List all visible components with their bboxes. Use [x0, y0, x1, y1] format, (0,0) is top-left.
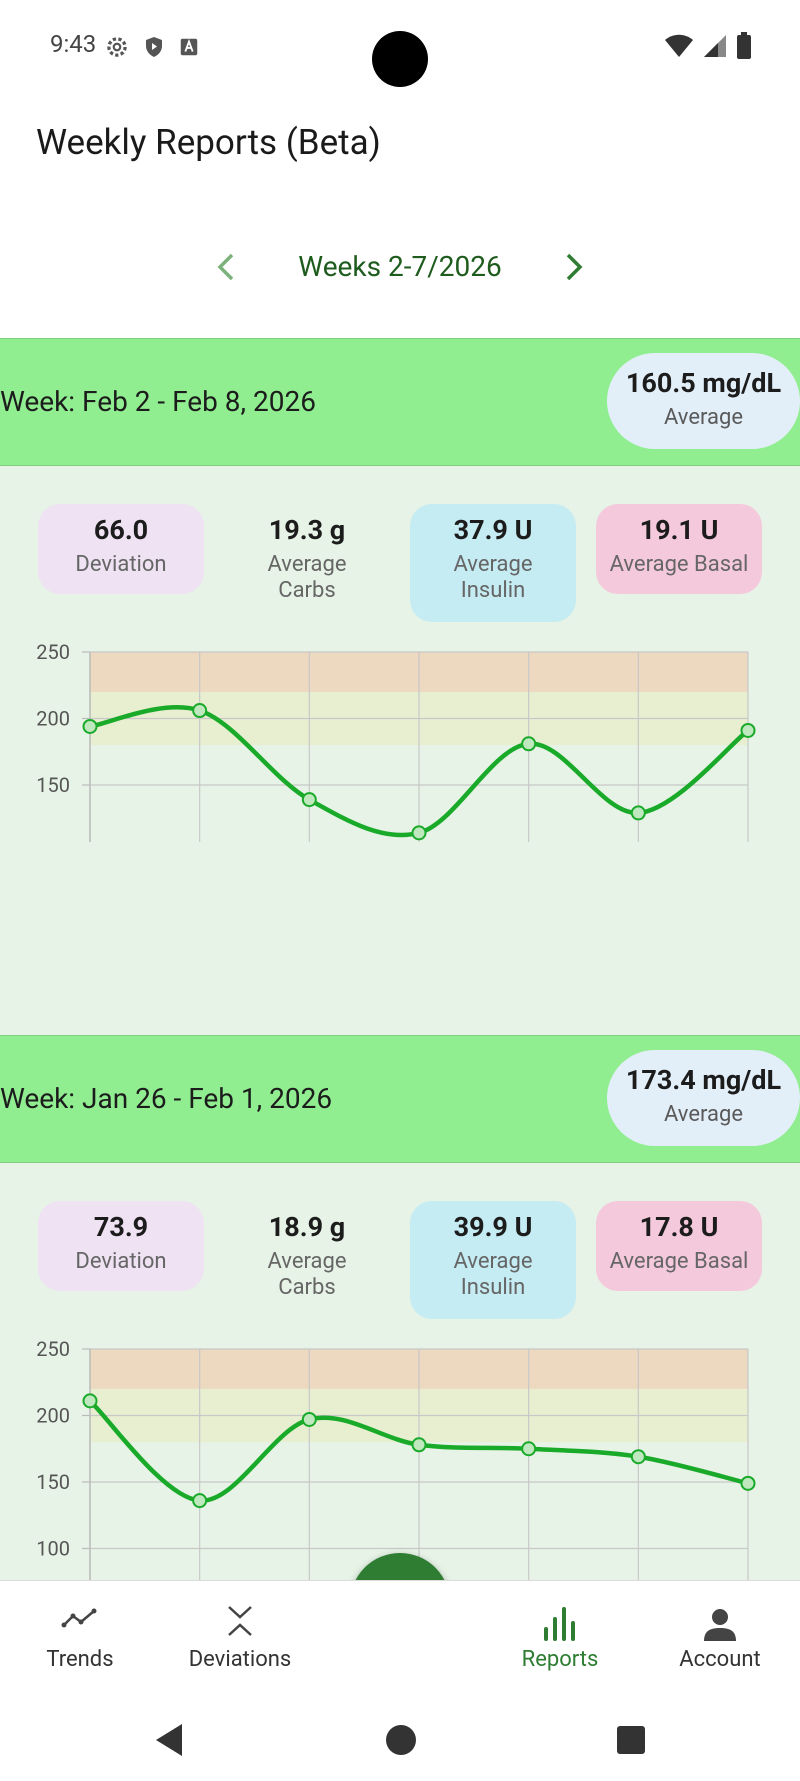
- data-point: [192, 703, 208, 719]
- carbs-value: 19.3 g: [268, 514, 346, 546]
- deviation-stat: 73.9 Deviation: [38, 1201, 204, 1291]
- data-point: [740, 1475, 756, 1491]
- insulin-label: Average Insulin: [453, 552, 533, 603]
- bottom-navigation: Trends Deviations Reports Account: [0, 1580, 800, 1701]
- glucose-chart: 250 200 150 100: [36, 1339, 756, 1583]
- basal-label: Average Basal: [609, 1249, 749, 1274]
- y-tick-label: 250: [36, 1339, 70, 1361]
- average-label: Average: [663, 1102, 743, 1127]
- basal-label: Average Basal: [609, 552, 749, 577]
- nav-trends[interactable]: Trends: [10, 1581, 150, 1701]
- data-point: [82, 1393, 98, 1409]
- nav-label: Trends: [46, 1647, 114, 1672]
- wifi-icon: [665, 34, 693, 57]
- data-point: [301, 792, 317, 808]
- week-body: 66.0 Deviation 19.3 g Average Carbs 37.9…: [0, 466, 800, 1036]
- data-point: [630, 805, 646, 821]
- insulin-value: 37.9 U: [453, 514, 533, 546]
- data-point: [82, 718, 98, 734]
- deviation-value: 66.0: [93, 514, 149, 546]
- chevron-right-icon[interactable]: [558, 252, 588, 282]
- system-navigation: [0, 1700, 800, 1781]
- week-header: Week: Jan 26 - Feb 1, 2026 173.4 mg/dL A…: [0, 1035, 800, 1163]
- week-title: Week: Jan 26 - Feb 1, 2026: [0, 1082, 333, 1115]
- font-icon: [180, 38, 198, 56]
- data-point: [740, 722, 756, 738]
- average-badge: 160.5 mg/dL Average: [607, 353, 800, 449]
- chevron-left-icon[interactable]: [212, 252, 242, 282]
- basal-stat: 19.1 U Average Basal: [596, 504, 762, 594]
- deviation-value: 73.9: [93, 1211, 149, 1243]
- settings-icon: [107, 37, 127, 57]
- deviation-label: Deviation: [75, 552, 167, 577]
- y-tick-label: 150: [36, 1470, 70, 1494]
- week-body: 73.9 Deviation 18.9 g Average Carbs 39.9…: [0, 1163, 800, 1583]
- nav-label: Reports: [521, 1647, 599, 1672]
- average-value: 173.4 mg/dL: [625, 1064, 782, 1096]
- carbs-label: Average Carbs: [267, 1249, 347, 1300]
- deviations-icon: [228, 1606, 252, 1636]
- data-point: [521, 736, 537, 752]
- glucose-chart: 25020015010050MonTueWedThuFriSatSun: [36, 642, 756, 843]
- data-point: [192, 1493, 208, 1509]
- reports-icon: [544, 1607, 575, 1641]
- page-title: Weekly Reports (Beta): [36, 122, 381, 163]
- average-value: 160.5 mg/dL: [625, 367, 782, 399]
- week-header: Week: Feb 2 - Feb 8, 2026 160.5 mg/dL Av…: [0, 338, 800, 466]
- home-icon[interactable]: [385, 1724, 417, 1756]
- nav-deviations[interactable]: Deviations: [170, 1581, 310, 1701]
- carbs-stat: 18.9 g Average Carbs: [224, 1201, 390, 1319]
- data-point: [411, 825, 427, 841]
- average-label: Average: [663, 405, 743, 430]
- signal-icon: [704, 35, 726, 57]
- nav-label: Account: [679, 1647, 761, 1672]
- y-tick-label: 100: [36, 840, 70, 843]
- y-tick-label: 150: [36, 773, 70, 797]
- y-tick-label: 100: [36, 1537, 70, 1561]
- shield-icon: [146, 37, 162, 57]
- carbs-value: 18.9 g: [268, 1211, 346, 1243]
- insulin-stat: 39.9 U Average Insulin: [410, 1201, 576, 1319]
- data-point: [411, 1437, 427, 1453]
- battery-icon: [737, 32, 751, 59]
- data-point: [521, 1441, 537, 1457]
- insulin-stat: 37.9 U Average Insulin: [410, 504, 576, 622]
- carbs-label: Average Carbs: [267, 552, 347, 603]
- back-icon[interactable]: [152, 1722, 186, 1758]
- week-range-label: Weeks 2-7/2026: [298, 250, 502, 283]
- deviation-label: Deviation: [75, 1249, 167, 1274]
- basal-value: 17.8 U: [639, 1211, 719, 1243]
- average-badge: 173.4 mg/dL Average: [607, 1050, 800, 1146]
- y-tick-label: 200: [36, 707, 70, 731]
- y-tick-label: 200: [36, 1404, 70, 1428]
- y-tick-label: 250: [36, 642, 70, 664]
- status-time: 9:43: [50, 30, 97, 58]
- trends-icon: [61, 1608, 97, 1628]
- insulin-label: Average Insulin: [453, 1249, 533, 1300]
- basal-value: 19.1 U: [639, 514, 719, 546]
- nav-label: Deviations: [188, 1647, 292, 1672]
- week-title: Week: Feb 2 - Feb 8, 2026: [0, 385, 316, 418]
- week-navigator: Weeks 2-7/2026: [0, 240, 800, 296]
- status-bar: 9:43: [0, 0, 800, 96]
- nav-account[interactable]: Account: [650, 1581, 790, 1701]
- account-icon: [704, 1609, 736, 1641]
- recents-icon[interactable]: [616, 1725, 646, 1755]
- nav-reports[interactable]: Reports: [490, 1581, 630, 1701]
- basal-stat: 17.8 U Average Basal: [596, 1201, 762, 1291]
- camera-cutout: [372, 31, 428, 87]
- carbs-stat: 19.3 g Average Carbs: [224, 504, 390, 622]
- insulin-value: 39.9 U: [453, 1211, 533, 1243]
- data-point: [301, 1411, 317, 1427]
- data-point: [630, 1449, 646, 1465]
- deviation-stat: 66.0 Deviation: [38, 504, 204, 594]
